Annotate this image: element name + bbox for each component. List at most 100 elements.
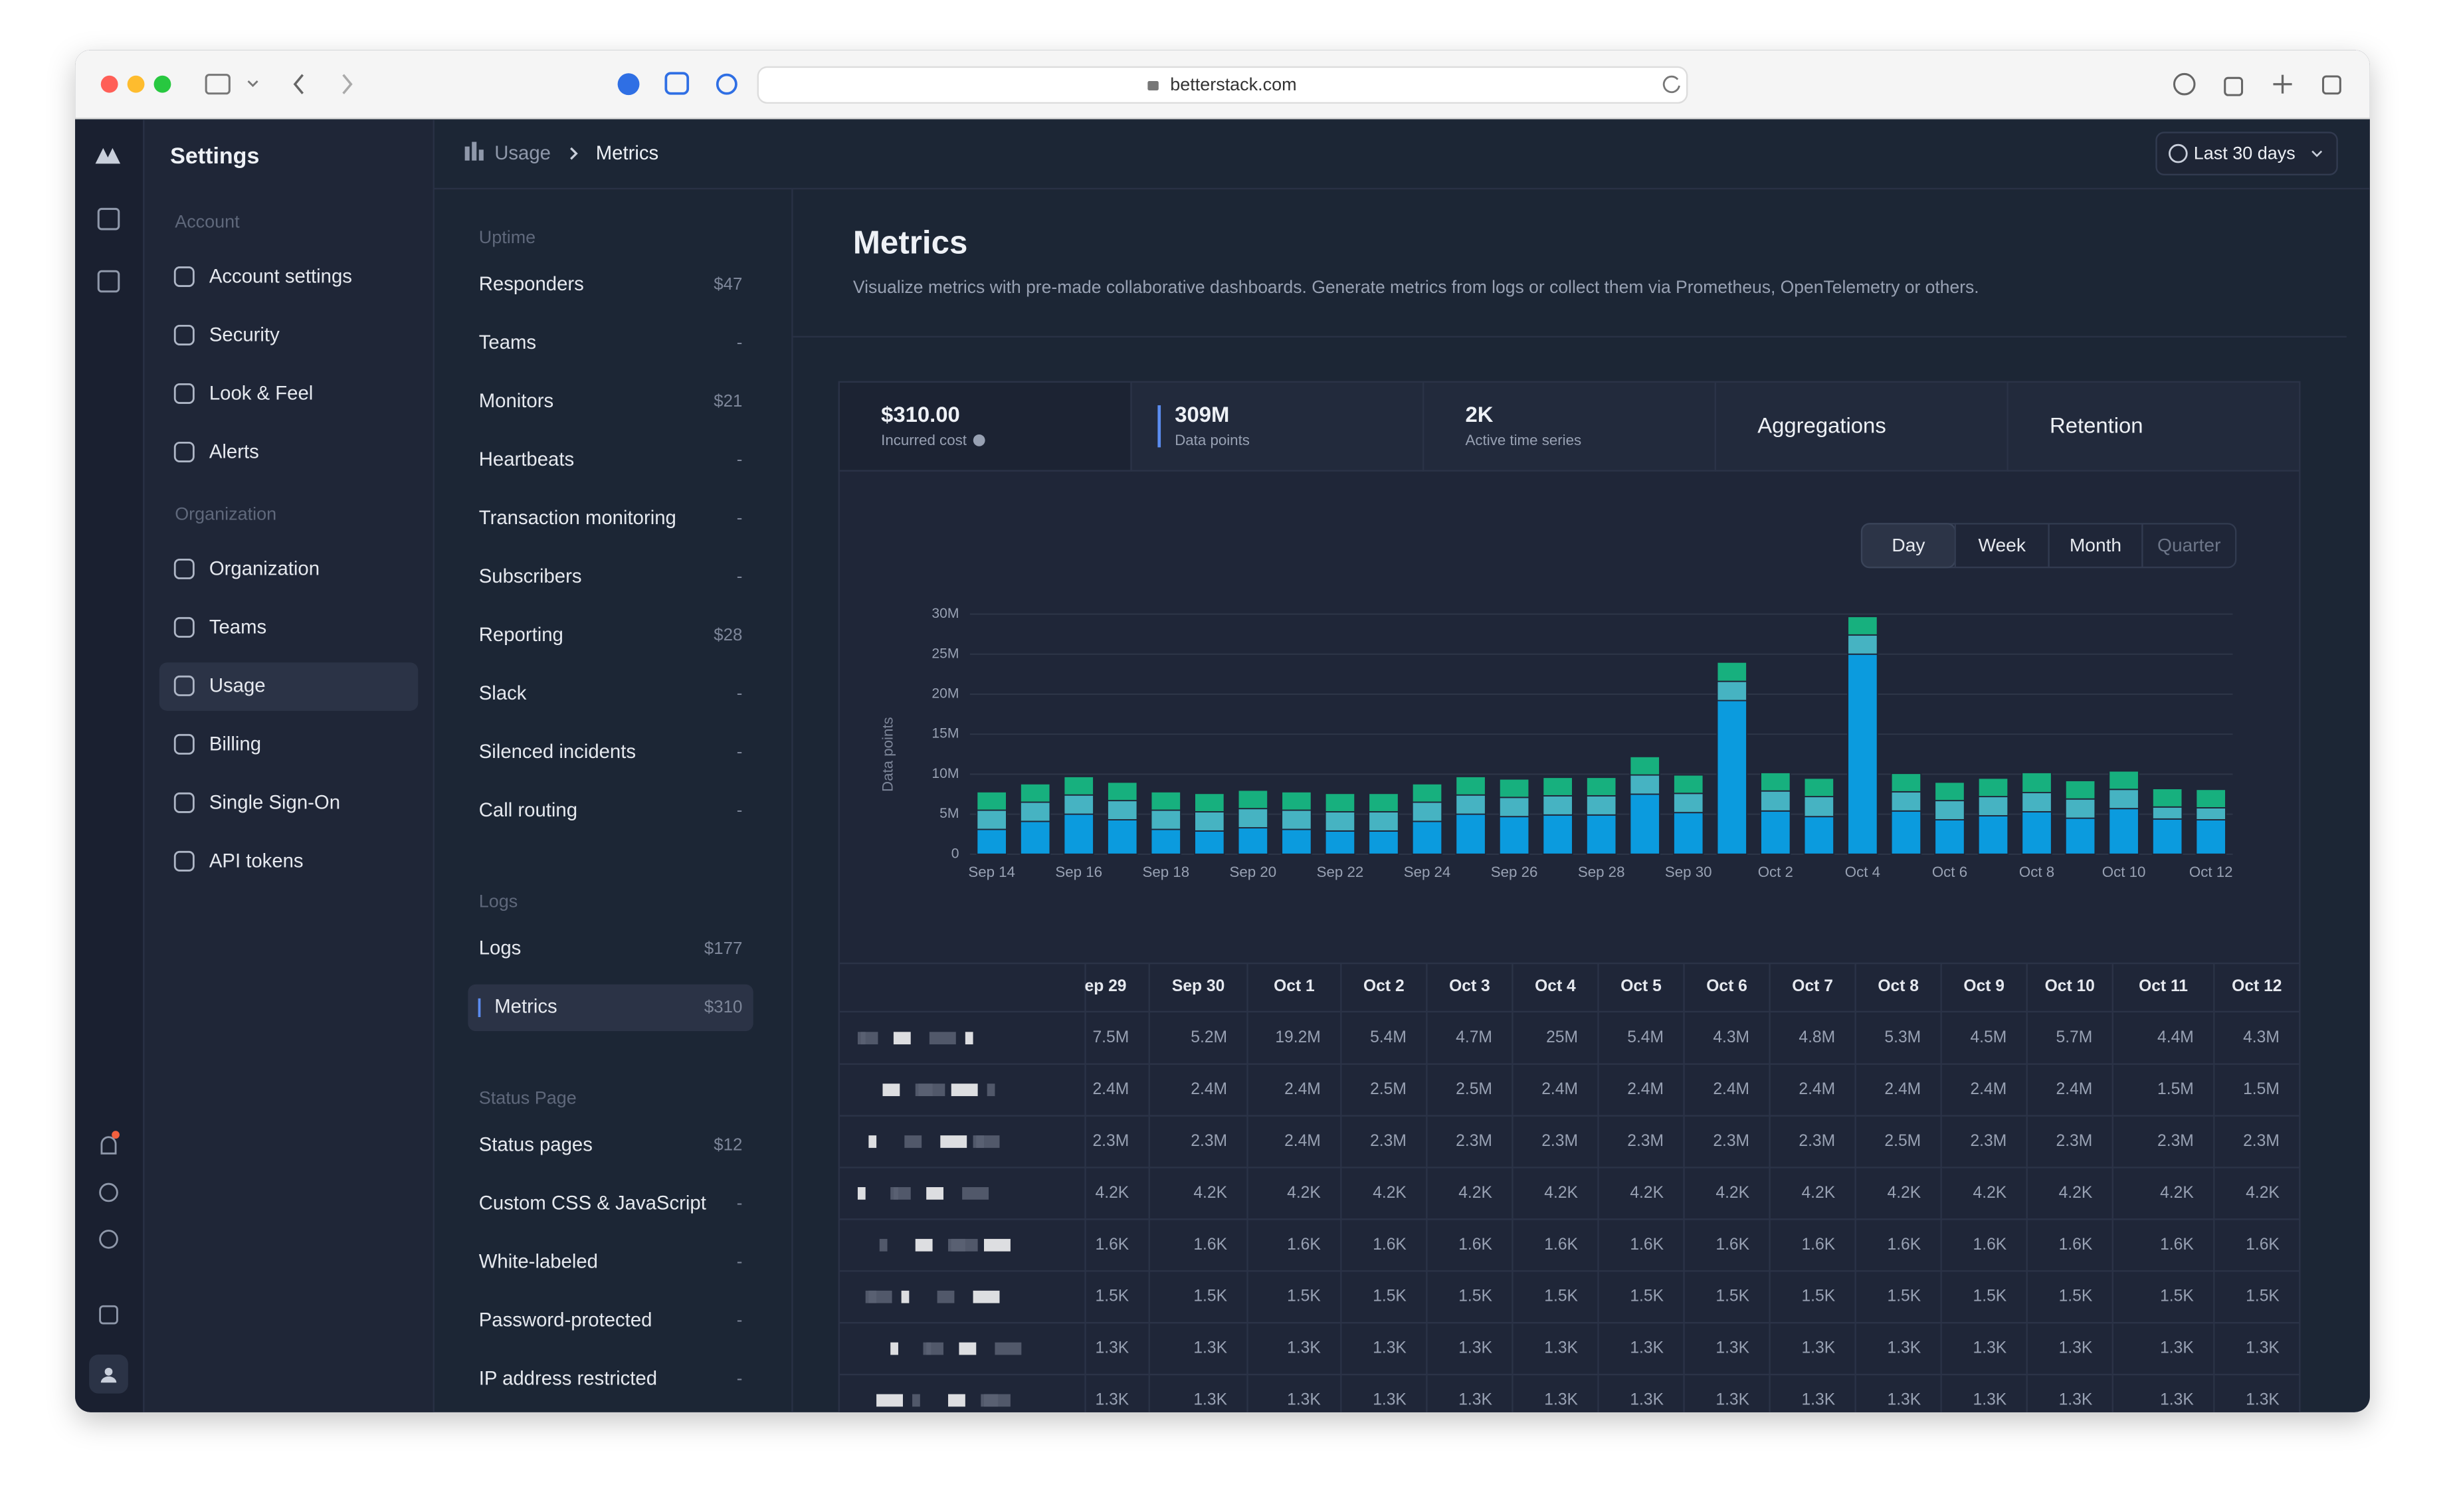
nav-item[interactable]: Logs (479, 937, 522, 959)
nav-item[interactable]: Metrics (494, 996, 557, 1018)
table-cell: 5.4M (1627, 1028, 1664, 1046)
table-cell: 1.5K (1373, 1287, 1407, 1305)
nav-item[interactable]: Monitors (479, 390, 553, 412)
nav-item[interactable]: White-labeled (479, 1250, 598, 1272)
y-tick-label: 30M (931, 606, 959, 621)
nav-item[interactable]: Account settings (209, 265, 352, 287)
nav-item[interactable]: API tokens (209, 850, 304, 872)
nav-price: $310 (704, 998, 742, 1016)
nav-item[interactable]: Password-protected (479, 1309, 652, 1331)
nav-item[interactable]: Heartbeats (479, 448, 574, 470)
bar-segment (1760, 772, 1791, 792)
bar-segment (1890, 791, 1922, 812)
date-range-picker[interactable] (2155, 132, 2338, 175)
table-cell: 2.3M (1370, 1132, 1407, 1150)
share-button[interactable] (2224, 76, 2244, 96)
address-bar[interactable] (757, 66, 1688, 104)
tab-title: Retention (2050, 413, 2143, 438)
logo[interactable] (95, 147, 121, 164)
toggle-option[interactable]: Day (1892, 535, 1925, 555)
downloads-button[interactable] (2173, 72, 2196, 96)
table-cell: 4.2K (1888, 1184, 1921, 1202)
table-cell: 1.6K (2059, 1236, 2093, 1254)
nav-item[interactable]: IP address restricted (479, 1367, 657, 1389)
table-cell: 1.5K (1193, 1287, 1227, 1305)
table-cell: 2.4M (1970, 1080, 2006, 1098)
column-header: Oct 3 (1449, 977, 1490, 995)
table-cell: 2.3M (1970, 1132, 2006, 1150)
new-tab-button[interactable] (2273, 74, 2292, 94)
nav-item[interactable]: Look & Feel (209, 382, 313, 404)
nav-item[interactable]: Subscribers (479, 565, 582, 587)
toggle-option[interactable]: Month (2070, 535, 2121, 555)
toggle-option[interactable]: Quarter (2157, 535, 2220, 555)
extension-icon[interactable] (664, 72, 690, 95)
page-title: Metrics (853, 224, 968, 260)
rail-icon[interactable] (97, 270, 120, 293)
toggle-option[interactable]: Week (1978, 535, 2026, 555)
tabs-menu[interactable] (247, 80, 258, 88)
zoom-button[interactable] (153, 75, 171, 93)
x-tick-label: Sep 30 (1665, 864, 1712, 880)
bar-segment (1194, 793, 1225, 812)
nav-item[interactable]: Single Sign-On (209, 791, 340, 813)
nav-item[interactable]: Custom CSS & JavaScript (479, 1192, 706, 1214)
nav-item[interactable]: Slack (479, 682, 527, 704)
rail-icon[interactable] (99, 1305, 118, 1325)
summary-tab[interactable] (1714, 381, 2008, 472)
nav-price: - (737, 333, 743, 352)
extension-icon[interactable] (617, 73, 640, 96)
nav-item[interactable]: Silenced incidents (479, 741, 636, 763)
table-cell: 1.3K (2160, 1339, 2194, 1357)
bar-segment (1977, 815, 2009, 855)
chat-icon[interactable] (99, 1182, 118, 1202)
breadcrumb-icon (472, 142, 477, 161)
bar-segment (2195, 819, 2226, 855)
tab-value: $310.00 (881, 402, 960, 426)
redacted-name (893, 1032, 911, 1045)
nav-icon (173, 441, 195, 462)
back-button[interactable] (293, 74, 304, 94)
nav-item[interactable]: Organization (209, 557, 320, 579)
notifications-icon[interactable] (100, 1136, 117, 1155)
nav-item[interactable]: Security (209, 324, 280, 345)
minimize-button[interactable] (127, 75, 145, 93)
nav-item[interactable]: Call routing (479, 799, 577, 821)
column-header: Oct 11 (2139, 977, 2188, 995)
close-button[interactable] (100, 75, 118, 93)
nav-item[interactable]: Status pages (479, 1133, 593, 1155)
summary-tab[interactable] (2006, 381, 2301, 472)
rail-icon[interactable] (97, 207, 120, 231)
tab-overview-button[interactable] (2322, 75, 2341, 95)
nav-item[interactable]: Teams (479, 331, 536, 353)
summary-tab[interactable] (1130, 381, 1424, 472)
nav-item[interactable]: Teams (209, 616, 266, 638)
summary-tab[interactable] (1422, 381, 1717, 472)
x-tick-label: Oct 4 (1845, 864, 1880, 880)
x-tick-label: Oct 8 (2019, 864, 2054, 880)
nav-price: - (737, 743, 743, 761)
page-description: Visualize metrics with pre-made collabor… (853, 277, 1979, 297)
breadcrumb-link[interactable]: Usage (494, 142, 551, 164)
help-icon[interactable] (99, 1230, 118, 1249)
bar-segment (1716, 661, 1748, 682)
table-cell: 1.3K (1096, 1390, 1129, 1408)
sidebar-toggle[interactable] (205, 74, 231, 95)
bar-segment (1585, 814, 1617, 855)
summary-tab[interactable] (838, 381, 1132, 472)
nav-item[interactable]: Responders (479, 273, 584, 295)
nav-item[interactable]: Usage (209, 674, 266, 696)
nav-item[interactable]: Transaction monitoring (479, 507, 676, 529)
forward-button[interactable] (342, 74, 353, 94)
reload-button[interactable] (1662, 75, 1680, 94)
bar-segment (976, 791, 1007, 811)
table-cell: 2.3M (2157, 1132, 2194, 1150)
extension-icon[interactable] (716, 73, 737, 95)
column-header: Oct 5 (1620, 977, 1662, 995)
nav-item[interactable]: Alerts (209, 440, 259, 462)
nav-item[interactable]: Billing (209, 733, 261, 755)
nav-item[interactable]: Reporting (479, 624, 563, 646)
x-tick-label: Sep 28 (1578, 864, 1625, 880)
table-cell: 2.3M (1092, 1132, 1129, 1150)
